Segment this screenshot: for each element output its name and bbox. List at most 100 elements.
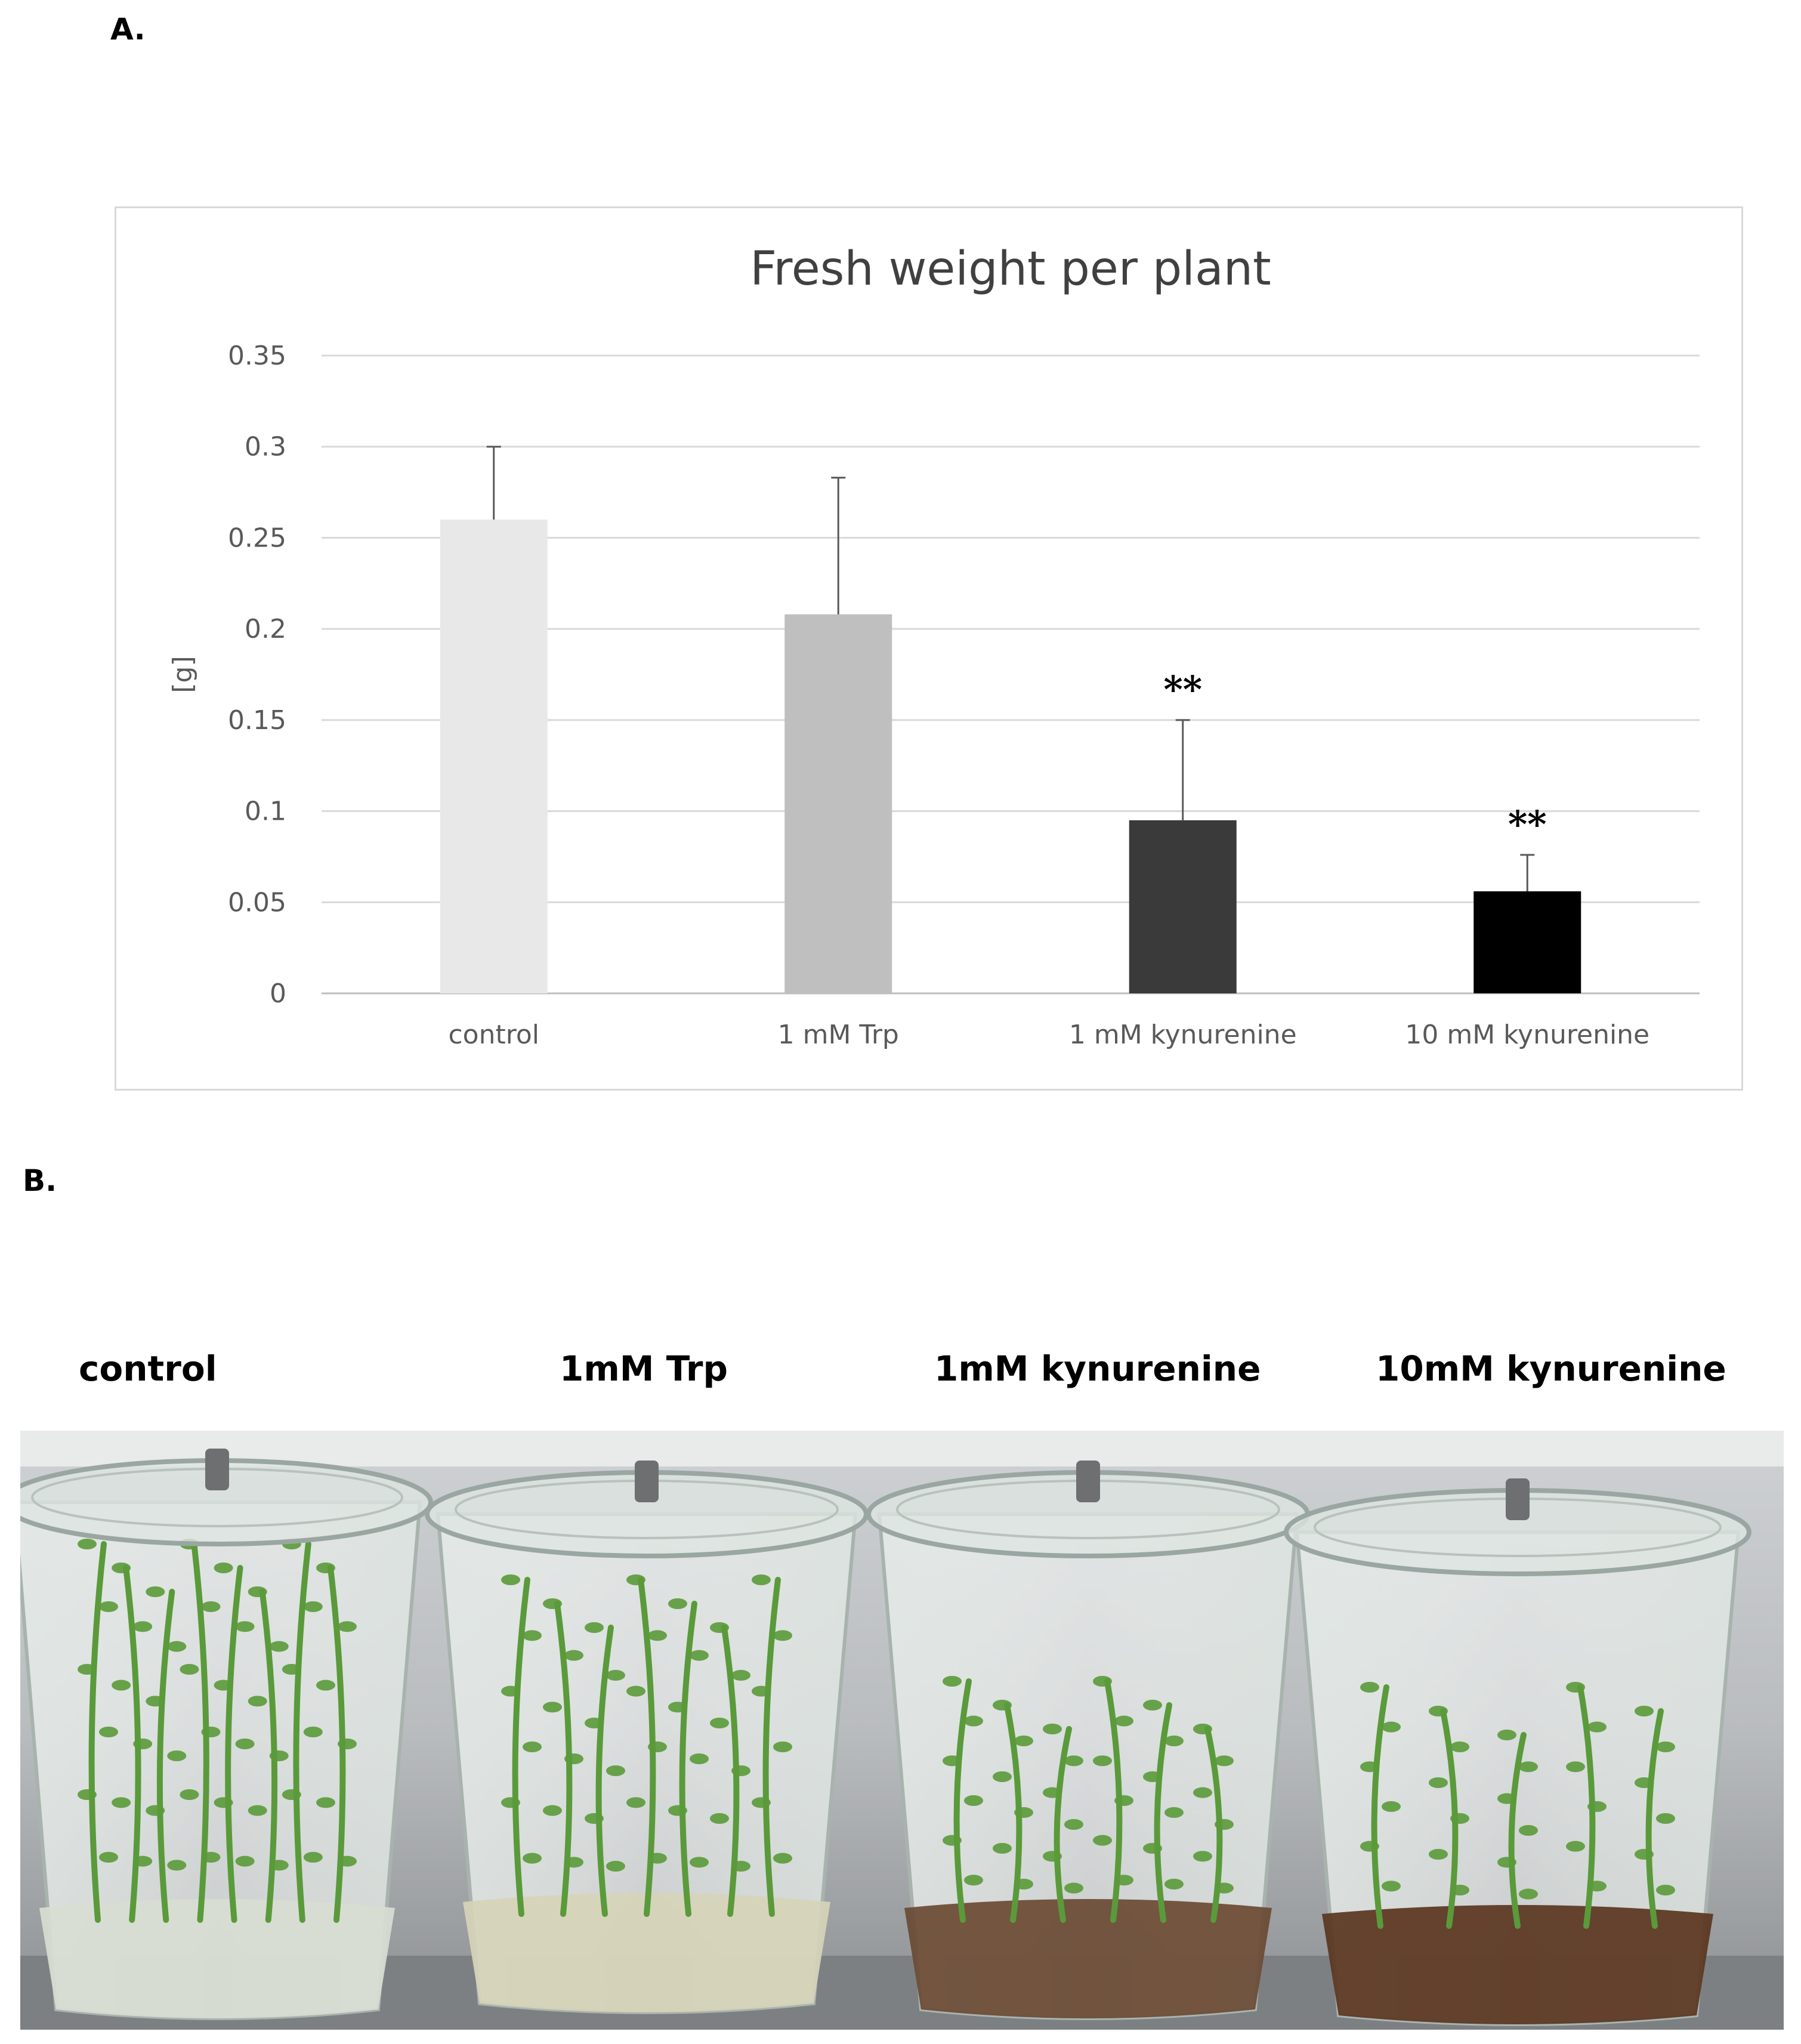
chart-svg: Fresh weight per plant 0 0.05 0.1 0.15 0.2 0.2… [168, 242, 1700, 1050]
plant-leaf-2-2-5 [1064, 1882, 1083, 1894]
plant-leaf-3-4-3 [1656, 1813, 1675, 1824]
plant-leaf-2-2-0 [1043, 1724, 1062, 1734]
plant-leaf-0-2-5 [167, 1860, 187, 1871]
plant-leaf-3-3-3 [1587, 1801, 1607, 1812]
plant-leaf-0-2-4 [146, 1805, 165, 1816]
plant-leaf-2-2-1 [1064, 1755, 1083, 1767]
plant-leaf-0-0-1 [99, 1601, 118, 1612]
plant-leaf-0-4-2 [214, 1679, 233, 1691]
plant-leaf-1-5-2 [710, 1718, 729, 1728]
plant-leaf-0-6-1 [303, 1601, 323, 1612]
plant-leaf-1-5-3 [731, 1765, 750, 1776]
photo-label-control: control [79, 1348, 217, 1389]
plant-leaf-0-7-1 [338, 1621, 357, 1632]
jar-medium-1 [463, 1893, 830, 2012]
plant-leaf-1-3-1 [648, 1630, 667, 1641]
plant-leaf-1-4-2 [668, 1702, 687, 1713]
plant-leaf-3-0-1 [1382, 1721, 1401, 1733]
plant-stem-3-0 [1371, 1684, 1389, 1929]
plant-leaf-3-2-4 [1497, 1857, 1516, 1868]
plant-stem-2-0 [953, 1678, 972, 1923]
photo-label-1mm-kynurenine: 1mM kynurenine [934, 1348, 1261, 1389]
plant-leaf-1-0-0 [501, 1574, 520, 1585]
plant-stem-2-2 [1054, 1726, 1072, 1923]
plant-stem-0-0 [88, 1541, 107, 1923]
plant-leaf-3-1-2 [1429, 1777, 1448, 1788]
panel-a-label: A. [110, 12, 146, 47]
plant-leaf-2-0-5 [964, 1875, 983, 1886]
plant-leaf-1-2-1 [606, 1670, 625, 1681]
plant-leaf-2-0-3 [964, 1795, 983, 1806]
y-tick-label-4: 0.2 [245, 614, 286, 644]
plant-leaf-0-6-5 [303, 1852, 323, 1863]
plant-leaf-2-3-4 [1093, 1835, 1112, 1846]
plant-leaf-0-5-1 [269, 1641, 289, 1652]
jar-2 [866, 1461, 1310, 2020]
plant-leaf-2-2-3 [1064, 1819, 1083, 1830]
plant-leaf-2-2-4 [1043, 1851, 1062, 1862]
plant-leaf-1-3-2 [626, 1685, 645, 1697]
plant-leaf-2-5-0 [1193, 1724, 1212, 1734]
y-tick-label-0: 0 [270, 978, 286, 1009]
plant-leaf-1-4-4 [668, 1805, 687, 1816]
jar-clip-3 [1506, 1478, 1530, 1520]
plant-leaf-2-4-0 [1143, 1700, 1162, 1710]
jar-medium-0 [39, 1899, 395, 2018]
plant-leaf-3-2-5 [1519, 1888, 1538, 1900]
plant-leaf-3-4-5 [1656, 1885, 1675, 1895]
plant-leaf-0-1-5 [133, 1855, 153, 1867]
y-tick-label-2: 0.1 [245, 796, 286, 827]
plant-leaf-2-3-3 [1114, 1795, 1133, 1806]
photo-label-trp: 1mM Trp [560, 1348, 728, 1389]
jar-clip-0 [205, 1449, 229, 1490]
x-tick-label-0: control [448, 1020, 539, 1050]
plant-leaf-3-0-3 [1382, 1801, 1401, 1812]
plant-leaf-2-0-2 [943, 1755, 962, 1767]
plant-leaf-0-0-5 [99, 1852, 118, 1863]
plant-leaf-1-2-2 [585, 1718, 604, 1728]
jar-medium-3 [1322, 1905, 1713, 2024]
plant-leaf-3-0-4 [1360, 1841, 1379, 1852]
plant-leaf-3-3-1 [1587, 1721, 1607, 1733]
bar-chart: Fresh weight per plant 0 0.05 0.1 0.15 0.2 0.2… [115, 206, 1743, 1091]
y-tick-label-1: 0.05 [228, 887, 286, 918]
plant-stem-0-6 [293, 1541, 311, 1923]
plant-leaf-3-4-2 [1635, 1777, 1654, 1788]
plant-stem-0-4 [225, 1565, 243, 1923]
plant-leaf-0-2-3 [167, 1750, 187, 1761]
plant-leaf-1-5-0 [710, 1622, 729, 1633]
jar-clip-1 [635, 1461, 659, 1502]
plant-leaf-0-4-1 [235, 1621, 255, 1632]
plant-stem-1-4 [679, 1601, 697, 1917]
plant-leaf-2-1-1 [1014, 1736, 1033, 1746]
plant-stem-1-6 [762, 1577, 781, 1917]
plant-leaf-0-5-4 [248, 1805, 267, 1816]
plant-leaf-2-4-1 [1164, 1736, 1184, 1746]
plant-leaf-3-0-5 [1382, 1881, 1401, 1892]
plant-leaf-1-6-5 [773, 1852, 792, 1864]
plant-leaf-3-0-2 [1360, 1761, 1379, 1773]
plant-leaf-2-5-5 [1215, 1882, 1234, 1894]
plant-leaf-1-3-3 [648, 1742, 667, 1752]
plant-leaf-1-2-3 [606, 1765, 625, 1776]
plant-leaf-0-1-1 [133, 1621, 153, 1632]
plant-leaf-0-4-0 [214, 1563, 233, 1573]
plant-leaf-0-0-2 [78, 1664, 97, 1675]
plant-leaf-2-3-2 [1093, 1755, 1112, 1767]
plant-leaf-1-4-1 [690, 1650, 709, 1661]
significance-label-2: ** [1163, 668, 1202, 711]
bar-3 [1473, 891, 1581, 993]
photo-top-wall [20, 1431, 1784, 1466]
y-tick-label-5: 0.25 [228, 523, 286, 553]
plant-leaf-0-6-2 [282, 1664, 301, 1675]
plant-leaf-2-3-1 [1114, 1715, 1133, 1727]
plant-leaf-3-0-0 [1360, 1682, 1379, 1693]
plant-leaf-1-1-4 [543, 1805, 562, 1816]
plant-leaf-3-1-4 [1429, 1849, 1448, 1860]
plant-leaf-1-5-4 [710, 1813, 729, 1824]
photo-label-10mm-kynurenine: 10mM kynurenine [1376, 1348, 1726, 1389]
plant-leaf-3-4-0 [1635, 1706, 1654, 1716]
x-tick-label-1: 1 mM Trp [778, 1020, 899, 1050]
plant-leaf-1-0-4 [501, 1797, 520, 1808]
plant-leaf-2-4-3 [1164, 1807, 1184, 1818]
